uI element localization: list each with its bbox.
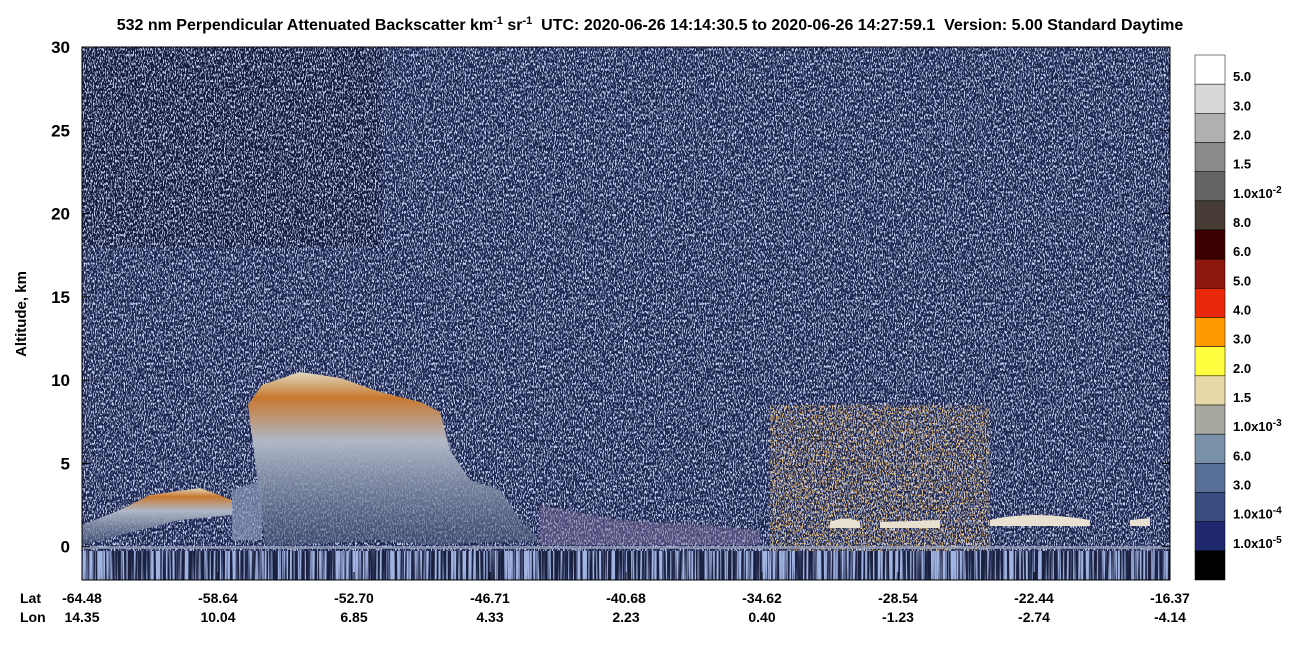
lat-tick-label: -34.62 (742, 590, 782, 606)
title-text: sr (503, 17, 523, 34)
lon-tick-label: 4.33 (476, 609, 503, 625)
colorbar-box (1194, 171, 1226, 202)
lon-tick-label: 6.85 (340, 609, 367, 625)
lon-tick-label: 0.40 (748, 609, 775, 625)
colorbar-label-text: 3.0 (1233, 478, 1251, 493)
colorbar-box (1194, 463, 1226, 493)
colorbar-label: 5.0 (1233, 69, 1251, 84)
lat-tick-label: -40.68 (606, 590, 646, 606)
y-tick-label: 15 (51, 288, 70, 307)
colorbar-label: 1.0x10-3 (1233, 418, 1282, 434)
colorbar-box (1194, 550, 1226, 581)
colorbar-box (1194, 200, 1226, 231)
colorbar-box (1194, 433, 1226, 464)
colorbar-box (1194, 375, 1226, 406)
colorbar-box (1194, 229, 1226, 260)
colorbar-box (1194, 492, 1226, 522)
colorbar-label-text: 1.0x10 (1233, 186, 1273, 201)
colorbar-label-text: 3.0 (1233, 332, 1251, 347)
y-tick-label: 0 (61, 538, 70, 557)
colorbar-box (1194, 404, 1226, 435)
colorbar-label: 1.0x10-2 (1233, 185, 1282, 201)
colorbar-box (1194, 346, 1226, 377)
colorbar-label-exp: -3 (1273, 418, 1282, 429)
y-axis-label: Altitude, km (13, 271, 30, 357)
colorbar-box (1194, 113, 1226, 143)
lon-tick-label: -1.23 (882, 609, 914, 625)
title-sup: -1 (493, 15, 503, 27)
chart-title: 532 nm Perpendicular Attenuated Backscat… (117, 15, 1184, 34)
colorbar-box (1194, 142, 1226, 172)
colorbar-label-text: 1.5 (1233, 390, 1251, 405)
lon-tick-label: -2.74 (1018, 609, 1050, 625)
colorbar-label: 4.0 (1233, 303, 1251, 318)
lat-tick-label: -16.37 (1150, 590, 1190, 606)
colorbar-box (1194, 317, 1226, 347)
colorbar-label-text: 6.0 (1233, 448, 1251, 463)
colorbar: 5.03.02.01.51.0x10-28.06.05.04.03.02.01.… (1194, 54, 1282, 581)
y-tick-label: 10 (51, 371, 70, 390)
lon-tick-label: 14.35 (64, 609, 99, 625)
colorbar-label: 1.5 (1233, 157, 1251, 172)
colorbar-box (1194, 258, 1226, 289)
colorbar-label-text: 5.0 (1233, 273, 1251, 288)
lat-tick-label: -52.70 (334, 590, 374, 606)
lon-label: Lon (20, 609, 46, 625)
colorbar-label: 3.0 (1233, 332, 1251, 347)
colorbar-box (1194, 521, 1226, 552)
colorbar-label-text: 5.0 (1233, 69, 1251, 84)
lat-tick-label: -58.64 (198, 590, 238, 606)
colorbar-label-text: 1.0x10 (1233, 419, 1273, 434)
colorbar-label: 1.5 (1233, 390, 1251, 405)
colorbar-label-text: 1.0x10 (1233, 536, 1273, 551)
colorbar-label: 6.0 (1233, 244, 1251, 259)
colorbar-label: 2.0 (1233, 128, 1251, 143)
y-tick-label: 20 (51, 205, 70, 224)
colorbar-label: 3.0 (1233, 98, 1251, 113)
colorbar-label-text: 8.0 (1233, 215, 1251, 230)
colorbar-label-exp: -5 (1273, 535, 1282, 546)
colorbar-label-text: 2.0 (1233, 361, 1251, 376)
lon-tick-label: 10.04 (200, 609, 235, 625)
colorbar-label-text: 3.0 (1233, 98, 1251, 113)
colorbar-label: 1.0x10-4 (1233, 506, 1282, 522)
title-sup: -1 (523, 15, 533, 27)
lat-tick-label: -22.44 (1014, 590, 1054, 606)
colorbar-label: 8.0 (1233, 215, 1251, 230)
colorbar-label: 6.0 (1233, 448, 1251, 463)
colorbar-box (1194, 83, 1226, 114)
colorbar-label-text: 2.0 (1233, 128, 1251, 143)
y-tick-label: 30 (51, 38, 70, 57)
colorbar-label-text: 4.0 (1233, 303, 1251, 318)
lon-tick-label: -4.14 (1154, 609, 1186, 625)
colorbar-box (1194, 288, 1226, 318)
colorbar-label-text: 1.5 (1233, 157, 1251, 172)
colorbar-label-text: 1.0x10 (1233, 507, 1273, 522)
backscatter-image (82, 47, 1170, 580)
colorbar-box (1194, 54, 1226, 85)
lat-label: Lat (20, 590, 41, 606)
colorbar-label-exp: -4 (1273, 506, 1282, 517)
title-text: 532 nm Perpendicular Attenuated Backscat… (117, 17, 493, 34)
colorbar-label: 2.0 (1233, 361, 1251, 376)
lat-tick-label: -28.54 (878, 590, 918, 606)
lon-tick-label: 2.23 (612, 609, 639, 625)
colorbar-label: 1.0x10-5 (1233, 535, 1282, 551)
colorbar-label: 5.0 (1233, 273, 1251, 288)
lat-tick-label: -64.48 (62, 590, 102, 606)
colorbar-label-text: 6.0 (1233, 244, 1251, 259)
colorbar-label-exp: -2 (1273, 185, 1282, 196)
title-text: UTC: 2020-06-26 14:14:30.5 to 2020-06-26… (532, 17, 1183, 34)
colorbar-label: 3.0 (1233, 478, 1251, 493)
y-tick-label: 5 (61, 454, 70, 473)
lat-tick-label: -46.71 (470, 590, 510, 606)
y-tick-label: 25 (51, 121, 70, 140)
